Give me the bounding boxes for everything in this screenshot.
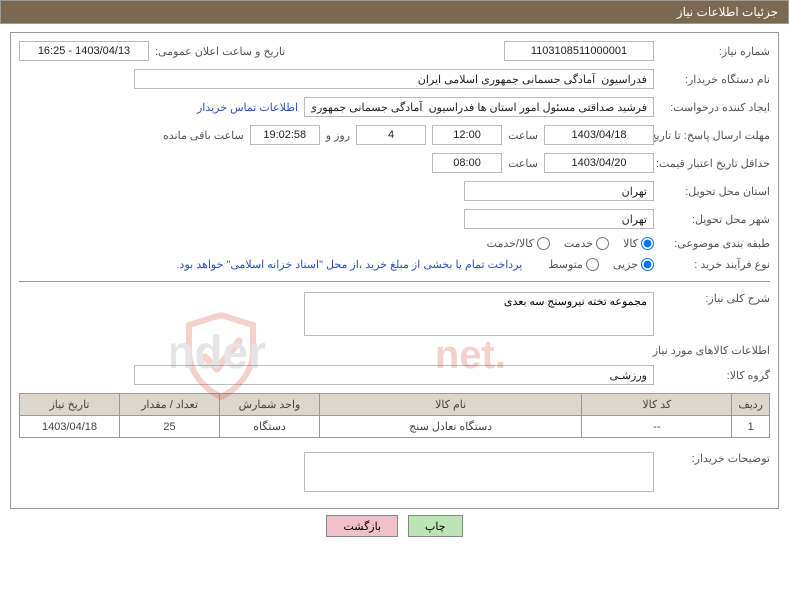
label-city: شهر محل تحویل: [660, 213, 770, 226]
label-time-2: ساعت [508, 157, 538, 170]
th-code: کد کالا [582, 394, 732, 416]
row-need-no: شماره نیاز: تاریخ و ساعت اعلان عمومی: [19, 41, 770, 61]
row-buyer-org: نام دستگاه خریدار: [19, 69, 770, 89]
row-city: شهر محل تحویل: [19, 209, 770, 229]
radio-medium-label: متوسط [548, 258, 583, 271]
field-days[interactable] [356, 125, 426, 145]
th-qty: تعداد / مقدار [120, 394, 220, 416]
row-group: گروه کالا: [19, 365, 770, 385]
radio-service-input[interactable] [596, 237, 609, 250]
radio-medium-input[interactable] [586, 258, 599, 271]
cell-name: دستگاه تعادل سنج [320, 416, 582, 438]
items-table: ردیف کد کالا نام کالا واحد شمارش تعداد /… [19, 393, 770, 438]
radio-both[interactable]: کالا/خدمت [487, 237, 550, 250]
label-remain: ساعت باقی مانده [163, 129, 244, 142]
th-name: نام کالا [320, 394, 582, 416]
row-process: نوع فرآیند خرید : جزیی متوسط پرداخت تمام… [19, 258, 770, 271]
radio-minor-label: جزیی [613, 258, 638, 271]
radio-goods-input[interactable] [641, 237, 654, 250]
field-need-no[interactable] [504, 41, 654, 61]
radio-goods-label: کالا [623, 237, 638, 250]
main-panel: AriaTender .net شماره نیاز: تاریخ و ساعت… [10, 32, 779, 509]
row-desc: شرح کلی نیاز: [19, 292, 770, 336]
th-row: ردیف [732, 394, 770, 416]
row-buyer-notes: توضیحات خریدار: [19, 452, 770, 492]
th-unit: واحد شمارش [220, 394, 320, 416]
label-reply-deadline: مهلت ارسال پاسخ: تا تاریخ: [660, 129, 770, 142]
panel-title: جزئیات اطلاعات نیاز [677, 5, 778, 19]
link-buyer-contact[interactable]: اطلاعات تماس خریدار [197, 101, 298, 114]
label-price-valid: حداقل تاریخ اعتبار قیمت: تا تاریخ: [660, 157, 770, 170]
radio-goods[interactable]: کالا [623, 237, 654, 250]
label-process: نوع فرآیند خرید : [660, 258, 770, 271]
table-row: 1 -- دستگاه تعادل سنج دستگاه 25 1403/04/… [20, 416, 770, 438]
label-requester: ایجاد کننده درخواست: [660, 101, 770, 114]
label-province: استان محل تحویل: [660, 185, 770, 198]
label-days-and: روز و [326, 129, 350, 142]
label-category: طبقه بندی موضوعی: [660, 237, 770, 250]
row-reply-deadline: مهلت ارسال پاسخ: تا تاریخ: ساعت روز و سا… [19, 125, 770, 145]
panel-header: جزئیات اطلاعات نیاز [0, 0, 789, 24]
radio-minor[interactable]: جزیی [613, 258, 654, 271]
th-date: تاریخ نیاز [20, 394, 120, 416]
label-announce: تاریخ و ساعت اعلان عمومی: [155, 45, 285, 58]
field-requester[interactable] [304, 97, 654, 117]
field-reply-date[interactable] [544, 125, 654, 145]
radio-minor-input[interactable] [641, 258, 654, 271]
field-city[interactable] [464, 209, 654, 229]
radio-service[interactable]: خدمت [564, 237, 609, 250]
radio-service-label: خدمت [564, 237, 593, 250]
cell-date: 1403/04/18 [20, 416, 120, 438]
field-buyer-notes[interactable] [304, 452, 654, 492]
radio-group-process: جزیی متوسط [548, 258, 654, 271]
radio-medium[interactable]: متوسط [548, 258, 599, 271]
label-group: گروه کالا: [660, 369, 770, 382]
print-button[interactable]: چاپ [408, 515, 463, 537]
cell-code: -- [582, 416, 732, 438]
button-row: چاپ بازگشت [0, 515, 789, 537]
field-announce[interactable] [19, 41, 149, 61]
field-price-valid-date[interactable] [544, 153, 654, 173]
label-buyer-notes: توضیحات خریدار: [660, 452, 770, 465]
back-button[interactable]: بازگشت [326, 515, 398, 537]
label-time-1: ساعت [508, 129, 538, 142]
divider-1 [19, 281, 770, 282]
label-buyer-org: نام دستگاه خریدار: [660, 73, 770, 86]
radio-both-label: کالا/خدمت [487, 237, 534, 250]
payment-note: پرداخت تمام یا بخشی از مبلغ خرید ،از محل… [177, 258, 523, 271]
field-desc[interactable] [304, 292, 654, 336]
cell-qty: 25 [120, 416, 220, 438]
row-category: طبقه بندی موضوعی: کالا خدمت کالا/خدمت [19, 237, 770, 250]
cell-rownum: 1 [732, 416, 770, 438]
items-section-title: اطلاعات کالاهای مورد نیاز [19, 344, 770, 357]
row-province: استان محل تحویل: [19, 181, 770, 201]
row-requester: ایجاد کننده درخواست: اطلاعات تماس خریدار [19, 97, 770, 117]
field-province[interactable] [464, 181, 654, 201]
label-desc: شرح کلی نیاز: [660, 292, 770, 305]
field-reply-time[interactable] [432, 125, 502, 145]
cell-unit: دستگاه [220, 416, 320, 438]
field-price-valid-time[interactable] [432, 153, 502, 173]
table-header-row: ردیف کد کالا نام کالا واحد شمارش تعداد /… [20, 394, 770, 416]
field-remain-time[interactable] [250, 125, 320, 145]
radio-group-category: کالا خدمت کالا/خدمت [487, 237, 654, 250]
radio-both-input[interactable] [537, 237, 550, 250]
row-price-valid: حداقل تاریخ اعتبار قیمت: تا تاریخ: ساعت [19, 153, 770, 173]
label-need-no: شماره نیاز: [660, 45, 770, 58]
field-group[interactable] [134, 365, 654, 385]
field-buyer-org[interactable] [134, 69, 654, 89]
